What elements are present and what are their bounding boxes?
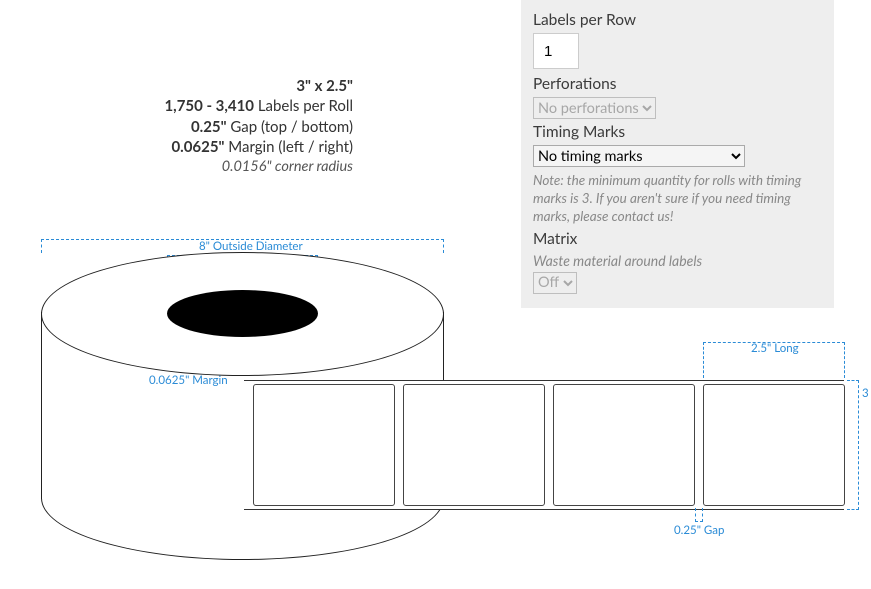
matrix-label: Matrix [533,230,822,248]
dim-gap-bracket [695,508,703,522]
labels-per-row-label: Labels per Row [533,11,822,29]
spec-radius: 0.0156" corner radius [222,158,353,175]
label-liner-strip [244,380,844,510]
roll-cylinder-side [41,312,444,499]
dim-long-bracket [703,342,845,378]
config-panel: Labels per Row Perforations No perforati… [521,0,834,308]
roll-top-ellipse [41,252,444,376]
roll-core-hole [167,290,318,337]
dim-height-label: 3 [862,387,869,400]
spec-summary: 3" x 2.5" 1,750 - 3,410 Labels per Roll … [0,76,353,177]
labels-per-row-input[interactable] [533,33,579,69]
dim-core-label: 3" Core [225,256,263,269]
spec-margin-suffix: Margin (left / right) [224,138,353,156]
label-cell [553,384,695,506]
matrix-subnote: Waste material around labels [533,252,822,269]
label-cell [253,384,395,506]
label-cell [703,384,845,506]
timing-marks-label: Timing Marks [533,123,822,141]
timing-marks-select[interactable]: No timing marks [533,145,745,167]
roll-bottom-ellipse [41,436,444,560]
dim-core-bracket [167,255,318,291]
matrix-select[interactable]: Off [533,272,577,294]
spec-size: 3" x 2.5" [296,77,353,95]
dim-outside-diameter-bracket [41,239,444,253]
perforations-select[interactable]: No perforations [533,97,656,119]
spec-gap-suffix: Gap (top / bottom) [227,118,353,136]
spec-gap: 0.25" [191,118,227,136]
perforations-label: Perforations [533,75,822,93]
label-cell [403,384,545,506]
spec-margin: 0.0625" [171,138,224,156]
spec-qty-suffix: Labels per Roll [254,97,353,115]
timing-marks-note: Note: the minimum quantity for rolls wit… [533,171,822,226]
dim-gap-label: 0.25" Gap [674,524,724,537]
dim-long-label: 2.5" Long [751,342,799,355]
spec-qty: 1,750 - 3,410 [164,97,254,115]
dim-margin-label: 0.0625" Margin [149,374,228,387]
dim-outside-diameter-label: 8" Outside Diameter [199,240,303,253]
dim-height-bracket [847,380,859,510]
